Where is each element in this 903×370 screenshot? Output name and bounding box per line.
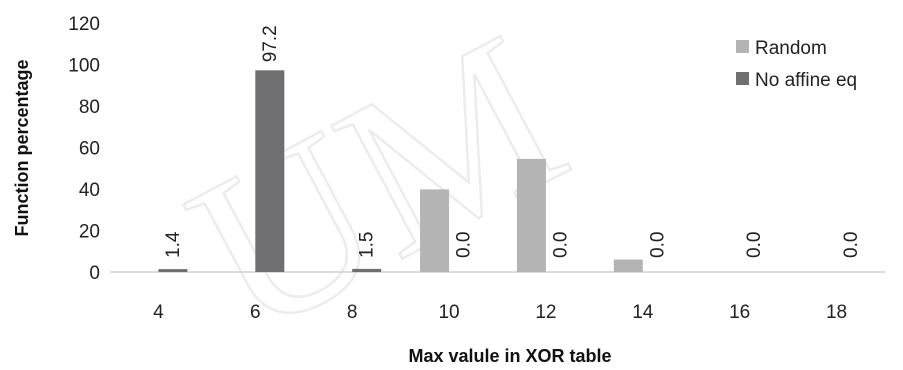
data-label: 0.0 <box>454 232 475 258</box>
y-tick-label: 20 <box>79 222 100 243</box>
y-tick-labels: 0 20 40 60 80 100 120 <box>68 14 100 284</box>
x-axis-title: Max valule in XOR table <box>408 346 611 366</box>
bar-random <box>516 158 546 272</box>
bar-no-affine-eq <box>352 268 382 272</box>
data-labels: 1.4 97.2 1.5 0.0 0.0 0.0 0.0 0.0 <box>163 25 862 258</box>
x-tick-label: 12 <box>535 302 556 323</box>
data-label: 0.0 <box>744 232 765 258</box>
data-label: 1.4 <box>163 231 184 258</box>
x-tick-labels: 4 6 8 10 12 14 16 18 <box>153 302 847 323</box>
x-tick-label: 4 <box>153 302 164 323</box>
x-tick-label: 8 <box>347 302 358 323</box>
x-tick-label: 16 <box>729 302 750 323</box>
y-tick-label: 120 <box>68 14 100 35</box>
legend-label-no-affine-eq: No affine eq <box>755 70 857 91</box>
y-axis-title: Function percentage <box>12 59 32 236</box>
y-tick-label: 0 <box>89 263 100 284</box>
data-label: 97.2 <box>260 25 281 62</box>
legend-label-random: Random <box>755 38 827 59</box>
bar-random <box>613 259 643 272</box>
bar-no-affine-eq <box>255 70 285 272</box>
bar-no-affine-eq <box>158 269 188 272</box>
legend: Random No affine eq <box>736 38 857 91</box>
x-tick-label: 14 <box>632 302 654 323</box>
y-tick-label: 40 <box>79 180 100 201</box>
data-label: 0.0 <box>841 232 862 258</box>
y-tick-label: 60 <box>79 139 100 160</box>
y-tick-label: 80 <box>79 97 100 118</box>
y-tick-label: 100 <box>68 56 100 77</box>
x-tick-label: 10 <box>438 302 459 323</box>
legend-swatch-random <box>736 40 749 53</box>
x-tick-label: 18 <box>826 302 847 323</box>
data-label: 1.5 <box>357 232 378 258</box>
x-tick-label: 6 <box>250 302 261 323</box>
legend-swatch-no-affine-eq <box>736 72 749 85</box>
bar-random <box>420 189 450 272</box>
data-label: 0.0 <box>647 232 668 258</box>
data-label: 0.0 <box>550 232 571 258</box>
bars <box>158 70 643 272</box>
